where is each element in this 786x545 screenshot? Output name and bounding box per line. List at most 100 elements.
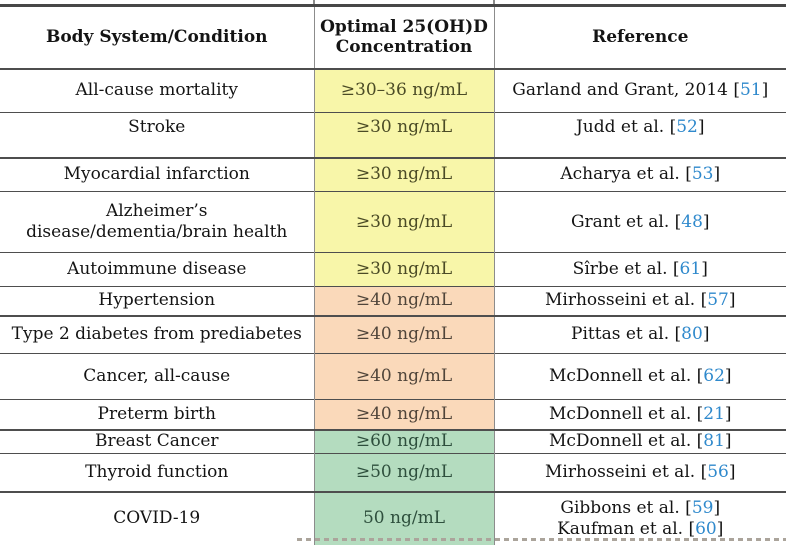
condition-text: disease/dementia/brain health [26,222,288,242]
reference-text: McDonnell et al. [ [548,366,704,387]
reference-cell: Mirhosseini et al. [56] [494,454,786,492]
citation-link[interactable]: 21 [703,403,725,424]
reference-cell: Judd et al. [52] [494,113,786,158]
concentration-cell: ≥60 ng/mL [313,429,495,454]
reference-cell: McDonnell et al. [62] [494,354,786,400]
condition-text: Breast Cancer [94,431,219,452]
condition-cell: Alzheimer’s disease/dementia/brain health [0,192,314,253]
reference-text: Sîrbe et al. [ [572,259,680,280]
reference-line: McDonnell et al. [81] [497,431,785,452]
table-row: Type 2 diabetes from prediabetes ≥40 ng/m… [0,315,786,354]
condition-cell: Autoimmune disease [0,253,314,287]
reference-text: ] [761,80,769,101]
condition-text: Preterm birth [97,403,216,424]
condition-cell: Myocardial infarction [0,158,314,192]
col-header-condition: Body System/Condition [45,26,268,47]
reference-line: McDonnell et al. [62] [497,366,785,387]
concentration-cell: ≥30 ng/mL [313,191,495,253]
condition-text: All-cause mortality [75,80,238,101]
reference-line: Pittas et al. [80] [497,324,785,345]
condition-text: Thyroid function [85,461,229,482]
reference-text: Gibbons et al. [ [560,497,692,518]
reference-text: ] [716,518,724,539]
reference-line: Mirhosseini et al. [56] [497,462,785,483]
citation-link[interactable]: 61 [679,259,702,280]
reference-text: ] [702,211,710,232]
condition-cell: Hypertension [0,287,314,316]
reference-text: McDonnell et al. [ [548,403,704,424]
citation-link[interactable]: 80 [681,324,703,345]
citation-link[interactable]: 57 [707,290,729,311]
table-row: Alzheimer’s disease/dementia/brain health… [0,191,786,253]
reference-line: Kaufman et al. [60] [497,519,785,540]
optimal-vitamin-d-table: Body System/Condition Optimal 25(OH)D Co… [0,4,786,545]
col-header-reference: Reference [592,26,689,47]
citation-link[interactable]: 48 [681,211,703,232]
citation-link[interactable]: 60 [695,518,717,539]
reference-text: Pittas et al. [ [571,324,682,345]
concentration-cell: ≥40 ng/mL [313,315,495,354]
col-header-concentration: Optimal 25(OH)D Concentration [313,5,495,69]
condition-text: Type 2 diabetes from prediabetes [11,324,302,345]
reference-text: Mirhosseini et al. [ [545,461,708,482]
table-row: Autoimmune disease ≥30 ng/mL Sîrbe et al. … [0,252,786,287]
reference-cell: Mirhosseini et al. [57] [494,287,786,316]
reference-line: Garland and Grant, 2014 [51] [497,80,785,101]
reference-text: ] [724,366,732,387]
condition-text: Autoimmune disease [67,259,247,280]
reference-line: Sîrbe et al. [61] [497,259,785,280]
concentration-cell: ≥50 ng/mL [313,453,495,492]
col-header-concentration-line2: Concentration [335,37,473,58]
condition-cell: Stroke [0,113,314,158]
table-row: Myocardial infarction ≥30 ng/mL Acharya et… [0,157,786,192]
citation-link[interactable]: 59 [691,497,714,518]
page-crop-dashed-artifact [297,538,786,541]
citation-link[interactable]: 51 [739,80,762,101]
reference-text: ] [724,403,732,424]
reference-text: ] [713,497,721,518]
reference-text: Grant et al. [ [570,211,682,232]
reference-cell: Gibbons et al. [59] Kaufman et al. [60] [494,492,786,545]
condition-text: Cancer, all-cause [83,366,231,387]
condition-text: Hypertension [98,290,216,311]
reference-cell: Sîrbe et al. [61] [494,253,786,287]
reference-line: Gibbons et al. [59] [497,498,785,519]
reference-cell: Pittas et al. [80] [494,316,786,354]
citation-link[interactable]: 56 [707,461,729,482]
reference-text: Acharya et al. [ [560,164,692,185]
citation-link[interactable]: 81 [703,431,725,452]
reference-text: ] [702,324,710,345]
reference-text: ] [728,290,736,311]
concentration-cell: ≥30 ng/mL [313,157,495,192]
table-row: Breast Cancer ≥60 ng/mL McDonnell et al. [… [0,429,786,454]
citation-link[interactable]: 52 [676,117,698,137]
reference-text: Mirhosseini et al. [ [545,290,708,311]
reference-text: Kaufman et al. [ [557,518,696,539]
reference-line: Mirhosseini et al. [57] [497,290,785,311]
condition-text: Stroke [128,117,186,137]
concentration-cell: ≥30 ng/mL [313,252,495,287]
table-row: Hypertension ≥40 ng/mL Mirhosseini et al. … [0,286,786,316]
reference-cell: Acharya et al. [53] [494,158,786,192]
table-header-row: Body System/Condition Optimal 25(OH)D Co… [0,5,786,69]
reference-text: Garland and Grant, 2014 [ [512,80,740,101]
column-divider-stub-left [313,0,315,5]
table-row: All-cause mortality ≥30–36 ng/mL Garland a… [0,68,786,113]
column-divider-stub-right [493,0,495,5]
reference-line: Grant et al. [48] [497,212,785,233]
reference-cell: Grant et al. [48] [494,192,786,253]
citation-link[interactable]: 53 [691,164,714,185]
condition-cell: All-cause mortality [0,69,314,113]
citation-link[interactable]: 62 [703,366,725,387]
col-header-concentration-line1: Optimal 25(OH)D [320,16,488,37]
condition-text: Alzheimer’s [105,201,208,222]
concentration-cell: ≥30 ng/mL [313,112,495,158]
condition-text: COVID-19 [113,508,201,529]
condition-cell: COVID-19 [0,492,314,545]
table-row: Stroke ≥30 ng/mL Judd et al. [52] [0,112,786,158]
condition-cell: Type 2 diabetes from prediabetes [0,316,314,354]
reference-text: ] [724,431,732,452]
reference-line: McDonnell et al. [21] [497,404,785,425]
reference-line: Acharya et al. [53] [497,164,785,185]
